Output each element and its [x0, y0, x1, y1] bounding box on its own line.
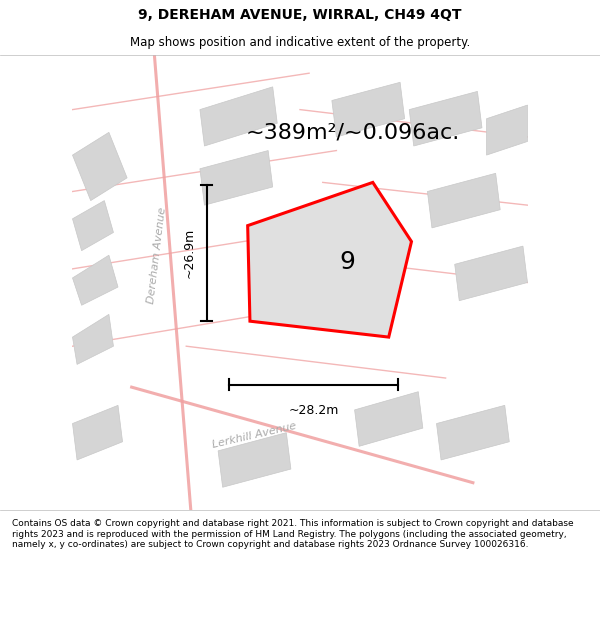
Text: Dereham Avenue: Dereham Avenue: [146, 206, 167, 304]
Polygon shape: [409, 91, 482, 146]
Polygon shape: [73, 314, 113, 364]
Text: Map shows position and indicative extent of the property.: Map shows position and indicative extent…: [130, 36, 470, 49]
Polygon shape: [73, 406, 122, 460]
Polygon shape: [332, 82, 404, 137]
Text: Lerkhill Avenue: Lerkhill Avenue: [211, 421, 298, 449]
Polygon shape: [487, 105, 527, 155]
Polygon shape: [248, 182, 412, 337]
Polygon shape: [218, 432, 291, 488]
Polygon shape: [73, 132, 127, 201]
Text: ~28.2m: ~28.2m: [289, 404, 339, 417]
Polygon shape: [437, 406, 509, 460]
Text: 9: 9: [340, 249, 356, 274]
Text: 9, DEREHAM AVENUE, WIRRAL, CH49 4QT: 9, DEREHAM AVENUE, WIRRAL, CH49 4QT: [138, 8, 462, 22]
Polygon shape: [455, 246, 527, 301]
Polygon shape: [73, 255, 118, 305]
Polygon shape: [200, 151, 272, 205]
Polygon shape: [355, 392, 423, 446]
Polygon shape: [427, 173, 500, 228]
Polygon shape: [200, 87, 277, 146]
Text: Contains OS data © Crown copyright and database right 2021. This information is : Contains OS data © Crown copyright and d…: [12, 519, 574, 549]
Text: ~26.9m: ~26.9m: [182, 228, 196, 278]
Polygon shape: [73, 201, 113, 251]
Text: ~389m²/~0.096ac.: ~389m²/~0.096ac.: [245, 122, 460, 142]
